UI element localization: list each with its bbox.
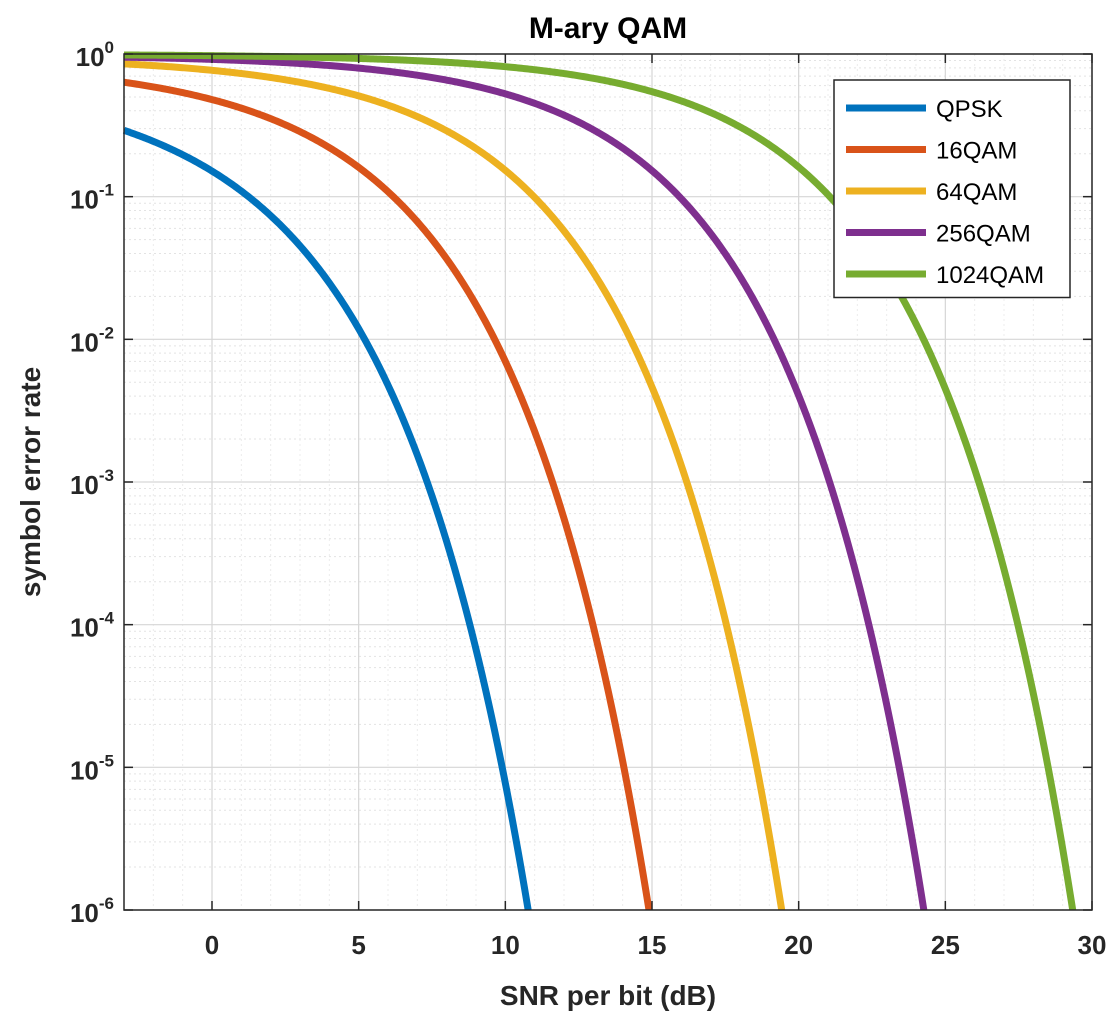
x-tick-label: 30 <box>1078 930 1107 960</box>
series-line-64qam <box>121 60 786 911</box>
y-tick-label: 10-3 <box>70 466 114 500</box>
series-line-256qam <box>121 53 928 911</box>
x-tick-label: 20 <box>784 930 813 960</box>
legend-label-16qam: 16QAM <box>936 138 1017 165</box>
x-tick-label: 0 <box>205 930 219 960</box>
series-line-16qam <box>121 78 653 911</box>
axis-ticks <box>124 53 1093 911</box>
y-tick-label: 10-5 <box>70 751 114 785</box>
x-axis-label: SNR per bit (dB) <box>500 980 716 1011</box>
y-axis-label: symbol error rate <box>15 367 46 597</box>
y-tick-label: 10-6 <box>70 894 114 928</box>
x-tick-label: 10 <box>491 930 520 960</box>
series-line-1024qam <box>121 51 1077 911</box>
legend-label-64qam: 64QAM <box>936 179 1017 206</box>
legend-label-256qam: 256QAM <box>936 221 1031 248</box>
y-tick-label: 100 <box>76 38 114 72</box>
y-tick-label: 10-1 <box>70 181 114 215</box>
series-lines <box>121 51 1077 911</box>
y-tick-label: 10-4 <box>70 609 115 643</box>
x-tick-label: 15 <box>638 930 667 960</box>
x-tick-labels: 0 5 10 15 20 25 30 <box>205 930 1107 960</box>
y-tick-labels: 100 10-1 10-2 10-3 10-4 10-5 10-6 <box>70 38 115 928</box>
legend-label-qpsk: QPSK <box>936 96 1003 123</box>
series-line-qpsk <box>121 127 532 911</box>
x-tick-label: 5 <box>351 930 365 960</box>
legend-label-1024qam: 1024QAM <box>936 262 1044 289</box>
x-tick-label: 25 <box>931 930 960 960</box>
chart-title: M-ary QAM <box>529 12 687 45</box>
legend: QPSK 16QAM 64QAM 256QAM 1024QAM <box>833 79 1071 299</box>
y-tick-label: 10-2 <box>70 323 114 357</box>
